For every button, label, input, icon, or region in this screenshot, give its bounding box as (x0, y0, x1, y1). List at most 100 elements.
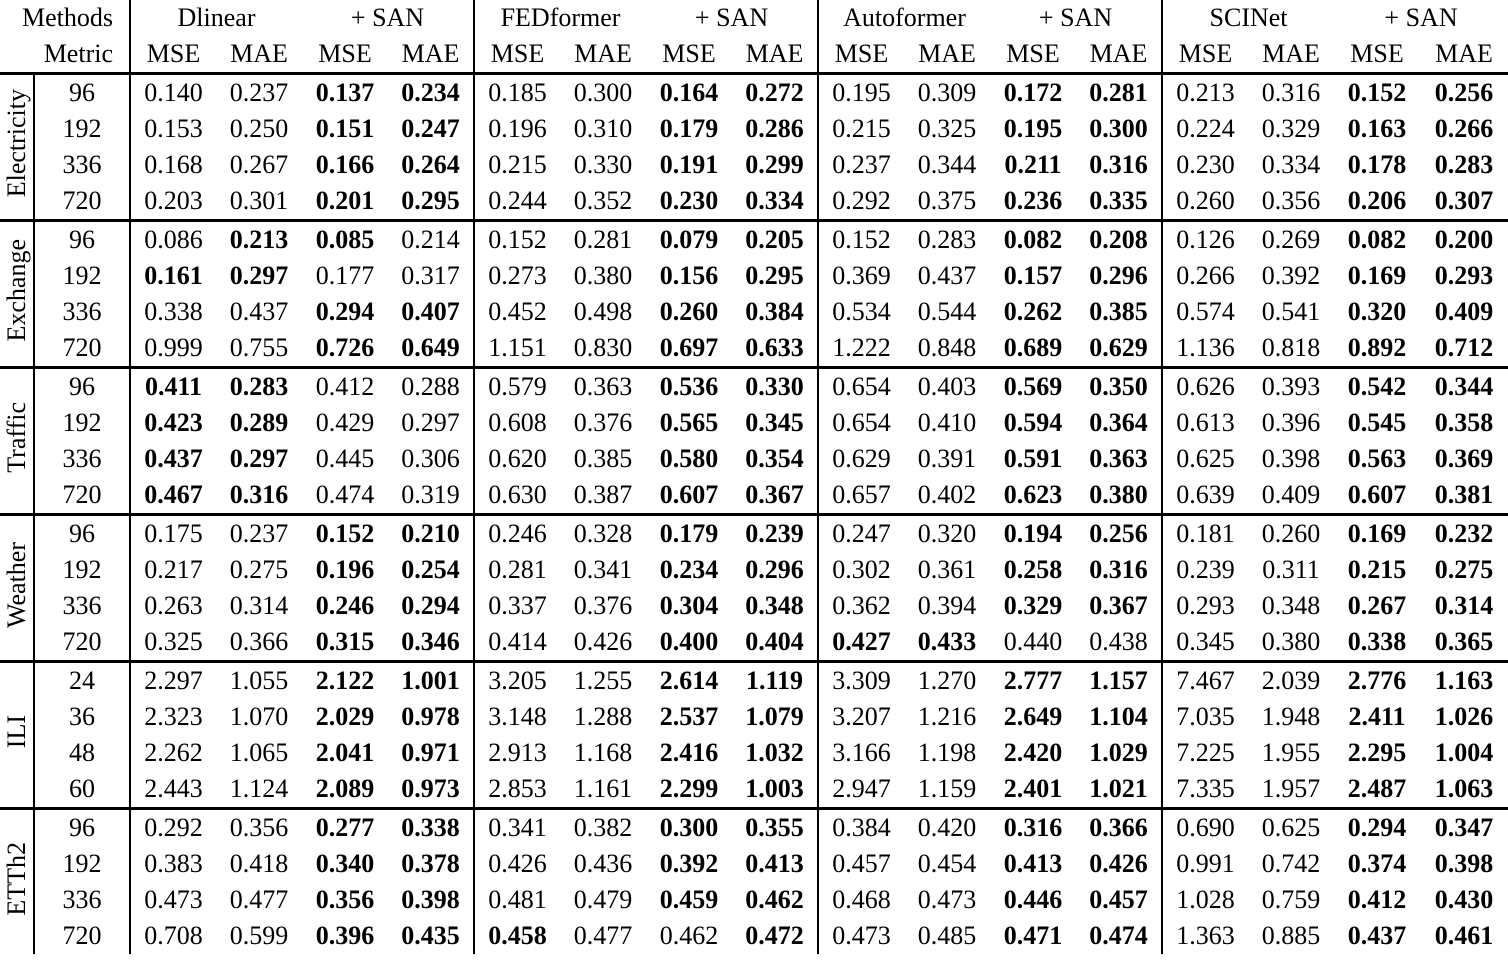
value-cell: 0.412 (315, 372, 375, 401)
value-cell: 0.376 (573, 408, 633, 437)
value-cell: 0.237 (229, 519, 289, 548)
dataset-label: Exchange (0, 220, 35, 368)
value-cell: 3.148 (488, 702, 547, 731)
value-cell: 2.401 (1003, 774, 1063, 803)
horizon-cell: 192 (34, 258, 131, 294)
value-cell: 0.195 (832, 78, 891, 107)
value-cell: 0.330 (573, 150, 633, 179)
value-cell: 2.913 (488, 738, 547, 767)
value-cell: 0.256 (1434, 78, 1494, 107)
methods-row: Methods Dlinear + SAN FEDformer + SAN Au… (0, 0, 1508, 36)
value-cell: 0.260 (659, 297, 719, 326)
value-cell: 0.181 (1176, 519, 1235, 548)
data-row: 720 0.999 0.755 0.726 0.649 1.151 0.830 0.697 0.… (0, 330, 1508, 368)
method-group-header: + SAN (302, 0, 475, 36)
metric-cell-header: MAE (1076, 36, 1164, 74)
value-cell: 0.205 (732, 220, 820, 258)
dataset-label-text: Traffic (1, 402, 31, 473)
value-cell: 0.299 (732, 147, 820, 183)
value-cell: 0.237 (832, 150, 891, 179)
value-cell: 0.266 (1176, 261, 1235, 290)
dataset-block: Weather 96 0.175 0.237 0.152 0.210 0.246 0.328 0… (0, 514, 1508, 662)
data-row: 192 0.423 0.289 0.429 0.297 0.608 0.376 0.565 0.… (0, 405, 1508, 441)
value-cell: 0.971 (388, 735, 475, 771)
value-cell: 0.400 (659, 627, 719, 656)
value-cell: 0.273 (488, 261, 547, 290)
value-cell: 0.569 (1003, 372, 1063, 401)
value-cell: 0.232 (1434, 519, 1494, 548)
value-cell: 0.295 (388, 183, 475, 221)
horizon-cell: 720 (34, 624, 131, 662)
value-cell: 0.325 (144, 627, 203, 656)
horizon-cell: 720 (34, 183, 131, 221)
horizon-cell: 720 (34, 330, 131, 368)
data-row: 192 0.383 0.418 0.340 0.378 0.426 0.436 0.392 0.… (0, 846, 1508, 882)
data-row: 720 0.708 0.599 0.396 0.435 0.458 0.477 0.462 0.… (0, 918, 1508, 954)
value-cell: 0.272 (732, 73, 820, 111)
value-cell: 0.348 (1261, 591, 1321, 620)
value-cell: 0.536 (659, 372, 719, 401)
value-cell: 0.330 (732, 367, 820, 405)
value-cell: 0.626 (1176, 372, 1235, 401)
value-cell: 0.427 (832, 627, 891, 656)
value-cell: 0.468 (832, 885, 891, 914)
value-cell: 0.396 (315, 921, 375, 950)
value-cell: 7.225 (1176, 738, 1235, 767)
value-cell: 0.354 (732, 441, 820, 477)
value-cell: 0.639 (1176, 480, 1235, 509)
data-row: ETTh2 96 0.292 0.356 0.277 0.338 0.341 0.382 0.3… (0, 808, 1508, 954)
value-cell: 0.152 (1347, 78, 1407, 107)
value-cell: 0.234 (388, 73, 475, 111)
value-cell: 2.853 (488, 774, 547, 803)
value-cell: 0.337 (488, 591, 547, 620)
value-cell: 0.438 (1076, 624, 1164, 662)
value-cell: 0.380 (1076, 477, 1164, 515)
value-cell: 0.196 (488, 114, 547, 143)
value-cell: 0.264 (388, 147, 475, 183)
value-cell: 0.277 (315, 813, 375, 842)
horizon-cell: 24 (34, 661, 131, 699)
value-cell: 2.777 (1003, 666, 1063, 695)
data-row: 36 2.323 1.070 2.029 0.978 3.148 1.288 2.537 1.0… (0, 699, 1508, 735)
horizon-cell: 96 (34, 808, 131, 846)
value-cell: 0.307 (1434, 186, 1494, 215)
value-cell: 0.275 (1434, 555, 1494, 584)
horizon-cell: 336 (34, 588, 131, 624)
dataset-label: Traffic (0, 367, 35, 515)
data-row: 60 2.443 1.124 2.089 0.973 2.853 1.161 2.299 1.0… (0, 771, 1508, 809)
value-cell: 0.328 (573, 519, 633, 548)
value-cell: 2.776 (1347, 666, 1407, 695)
value-cell: 2.041 (315, 738, 375, 767)
value-cell: 1.026 (1434, 702, 1494, 731)
dataset-label-text: Exchange (1, 239, 31, 342)
value-cell: 0.973 (388, 771, 475, 809)
value-cell: 0.440 (1003, 627, 1063, 656)
value-cell: 0.352 (573, 186, 633, 215)
value-cell: 1.003 (732, 771, 820, 809)
value-cell: 0.356 (229, 813, 289, 842)
method-group-header: + SAN (1384, 3, 1458, 32)
value-cell: 0.230 (659, 186, 719, 215)
value-cell: 0.818 (1261, 333, 1321, 362)
value-cell: 0.363 (573, 372, 633, 401)
value-cell: 0.381 (1434, 480, 1494, 509)
data-row: Exchange 96 0.086 0.213 0.085 0.214 0.152 0.281… (0, 220, 1508, 368)
method-group-header: FEDformer (500, 3, 621, 32)
metric-cell-header: MSE (662, 39, 716, 68)
value-cell: 0.654 (832, 372, 891, 401)
value-cell: 2.295 (1347, 738, 1407, 767)
value-cell: 0.426 (488, 849, 547, 878)
value-cell: 0.402 (917, 480, 977, 509)
value-cell: 0.366 (1076, 808, 1164, 846)
value-cell: 0.320 (917, 519, 977, 548)
value-cell: 0.376 (573, 591, 633, 620)
value-cell: 0.316 (1003, 813, 1063, 842)
value-cell: 0.541 (1261, 297, 1321, 326)
value-cell: 0.391 (917, 444, 977, 473)
value-cell: 0.082 (1003, 225, 1063, 254)
method-group-header: + SAN (990, 0, 1164, 36)
value-cell: 0.426 (573, 627, 633, 656)
value-cell: 0.267 (229, 150, 289, 179)
value-cell: 0.474 (1076, 918, 1164, 954)
value-cell: 0.247 (388, 111, 475, 147)
